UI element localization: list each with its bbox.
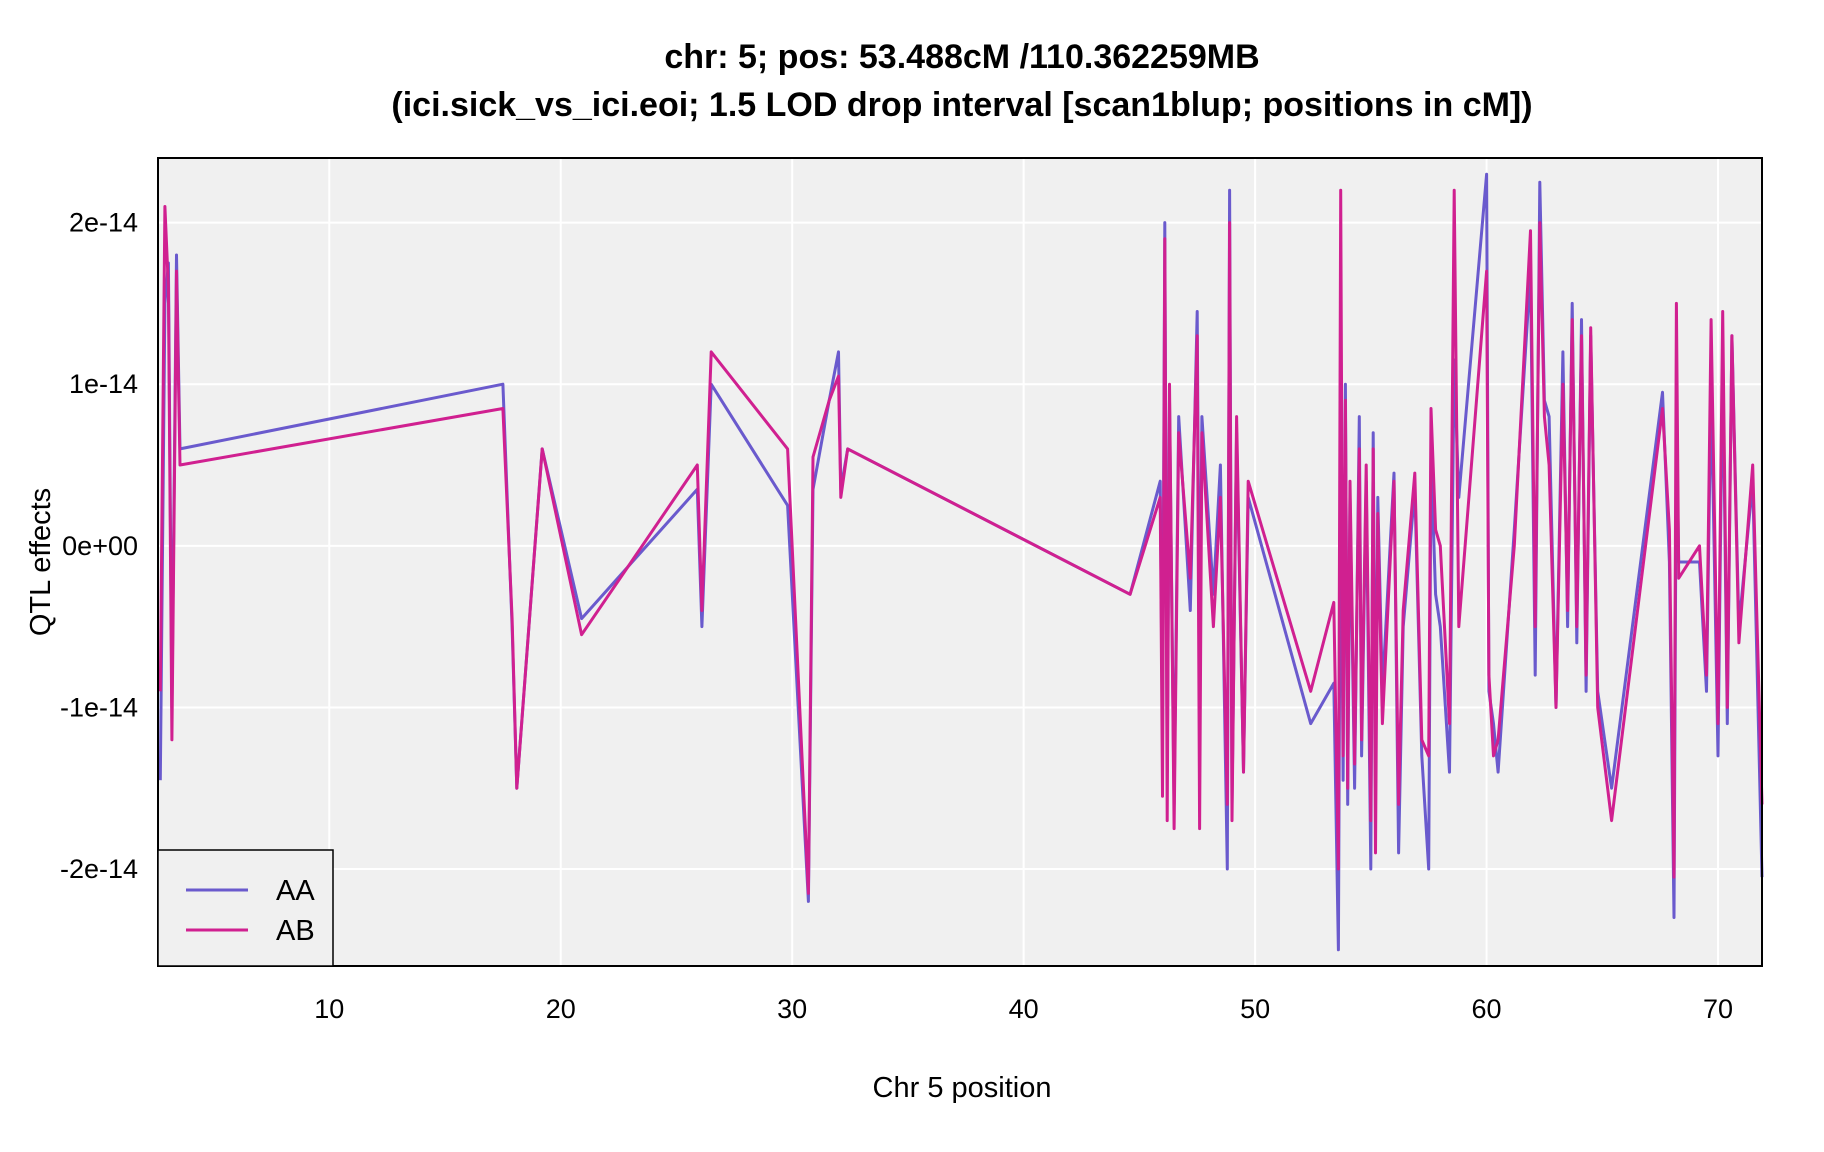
y-tick-label: 1e-14: [69, 369, 138, 399]
series-lines: [158, 172, 1764, 952]
y-axis-label: QTL effects: [25, 488, 57, 636]
chart-title: chr: 5; pos: 53.488cM /110.362259MB: [664, 38, 1259, 76]
series-line-ab: [158, 188, 1764, 895]
chart-subtitle: (ici.sick_vs_ici.eoi; 1.5 LOD drop inter…: [391, 86, 1532, 124]
x-tick-label: 50: [1240, 994, 1270, 1024]
y-tick-label: 0e+00: [62, 531, 138, 561]
x-tick-labels: 10 20 30 40 50 60 70: [314, 994, 1733, 1024]
legend: AA AB: [157, 849, 334, 967]
x-tick-label: 70: [1703, 994, 1733, 1024]
x-tick-label: 40: [1009, 994, 1039, 1024]
x-tick-label: 60: [1472, 994, 1502, 1024]
legend-box: [157, 849, 334, 967]
x-tick-label: 30: [777, 994, 807, 1024]
x-tick-label: 20: [546, 994, 576, 1024]
legend-label-ab: AB: [276, 915, 315, 947]
plot-background: [158, 158, 1762, 966]
y-tick-label: -2e-14: [60, 854, 138, 884]
x-axis-label: Chr 5 position: [873, 1072, 1052, 1104]
y-tick-label: -1e-14: [60, 692, 138, 722]
plot-frame: [157, 157, 1763, 967]
x-tick-label: 10: [314, 994, 344, 1024]
y-tick-labels: -2e-14 -1e-14 0e+00 1e-14 2e-14: [60, 208, 138, 884]
y-tick-label: 2e-14: [69, 208, 138, 238]
legend-label-aa: AA: [276, 875, 315, 907]
